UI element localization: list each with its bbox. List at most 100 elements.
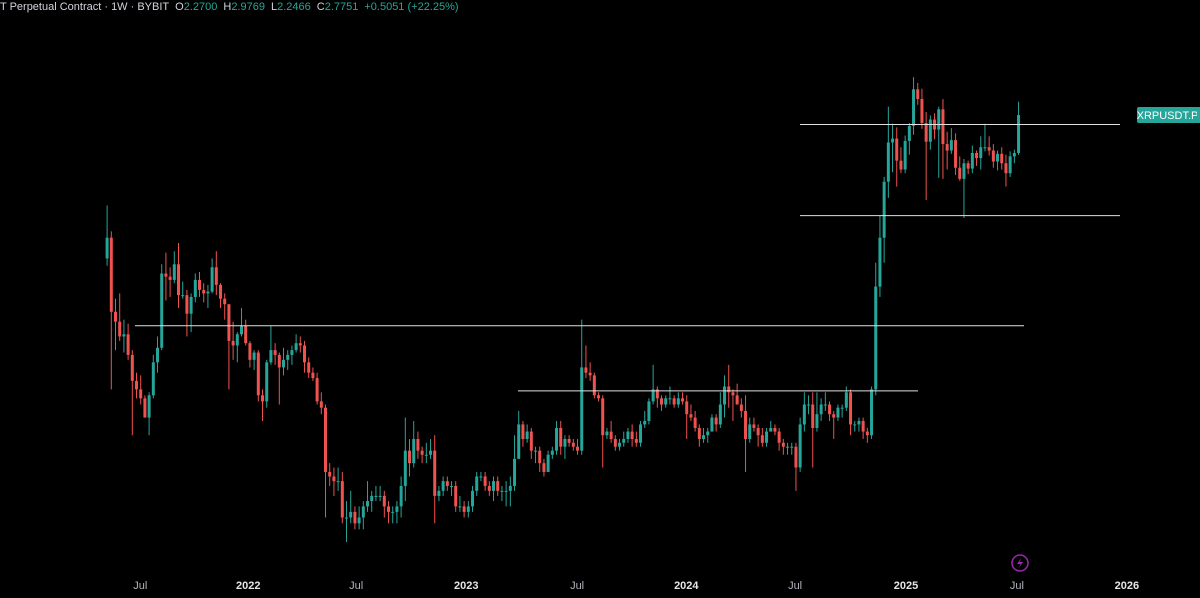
symbol-tag: XRPUSDT.P: [1137, 110, 1199, 122]
candle-body: [643, 420, 647, 425]
candle-body: [475, 476, 479, 491]
candle-body: [227, 304, 231, 341]
candle-body: [651, 389, 655, 402]
candle-body: [311, 372, 315, 379]
candle-body: [597, 395, 601, 399]
candle-body: [853, 424, 857, 426]
candle-body: [618, 442, 622, 447]
candle-body: [639, 424, 643, 443]
candle-body: [214, 267, 218, 285]
candle-body: [832, 414, 836, 418]
ohlc-key: L: [270, 1, 278, 13]
candle-body: [769, 427, 773, 432]
candle-body: [349, 511, 353, 518]
candle-body: [685, 401, 689, 415]
ohlc-key: H: [223, 1, 232, 13]
candle-body: [265, 362, 269, 402]
candle-body: [483, 476, 487, 486]
candle-body: [609, 431, 613, 439]
candle-body: [727, 386, 731, 393]
candle-body: [878, 237, 882, 287]
candle-body: [193, 279, 197, 297]
candle-body: [307, 362, 311, 373]
candle-body: [399, 485, 403, 507]
candle-body: [315, 378, 319, 402]
candle-body: [332, 476, 336, 482]
ohlc-field: L2.2466: [271, 1, 311, 13]
candle-body: [437, 490, 441, 496]
candle-body: [664, 398, 668, 405]
candle-body: [928, 119, 932, 142]
candle-body: [752, 424, 756, 428]
candle-body: [718, 404, 722, 425]
candle-body: [168, 276, 172, 280]
ohlc-field: H2.9769: [223, 1, 265, 13]
candle-body: [748, 424, 752, 439]
candle-body: [647, 401, 651, 421]
ohlc-value: 2.9769: [231, 1, 265, 13]
candle-body: [660, 398, 664, 405]
candle-body: [353, 511, 357, 524]
candle-body: [773, 427, 777, 432]
candle-body: [592, 375, 596, 396]
candle-body: [1004, 163, 1008, 174]
candle-body: [387, 506, 391, 512]
alert-icon-circle: [1011, 554, 1029, 572]
candle-body: [865, 431, 869, 436]
candle-body: [760, 435, 764, 443]
candle-body: [357, 517, 361, 524]
candle-body: [130, 354, 134, 381]
candle-body: [298, 343, 302, 346]
candle-body: [958, 167, 962, 179]
plot: Jul 2022 Jul 2023 Jul 2024 Jul 2025 Jul 2026 XRPUS…: [105, 77, 1200, 592]
candle-body: [529, 431, 533, 451]
candle-body: [290, 350, 294, 355]
ohlc-field: O2.2700: [175, 1, 217, 13]
candle-body: [807, 404, 811, 406]
candle-body: [458, 506, 462, 508]
x-tick-label: 2023: [454, 580, 478, 592]
candle-body: [626, 431, 630, 439]
candle-body: [576, 446, 580, 451]
candle-body: [903, 140, 907, 170]
candle-body: [542, 463, 546, 472]
ohlc-field: C2.7751: [317, 1, 359, 13]
candle-body: [550, 450, 554, 455]
candle-body: [500, 490, 504, 492]
candle-body: [445, 481, 449, 486]
candle-body: [844, 392, 848, 408]
candle-body: [1000, 153, 1004, 164]
ohlc-value: 2.2700: [183, 1, 218, 13]
candle-body: [563, 438, 567, 447]
candle-body: [693, 417, 697, 428]
candle-body: [622, 438, 626, 443]
candle-body: [836, 407, 840, 418]
candle-body: [424, 454, 428, 456]
x-tick-label: 2026: [1115, 580, 1139, 592]
candle-body: [471, 490, 475, 507]
candle-body: [739, 404, 743, 411]
candle-body: [706, 431, 710, 436]
alert-icon-bolt: [1017, 557, 1023, 569]
candle-body: [231, 340, 235, 346]
candle-body: [744, 410, 748, 439]
change: +0.5051 (+22.25%): [364, 1, 459, 13]
candle-body: [328, 471, 332, 477]
candle-body: [382, 495, 386, 507]
candle-body: [786, 446, 790, 448]
candle-body: [114, 311, 118, 322]
candle-body: [891, 138, 895, 143]
alert-icon[interactable]: [1011, 554, 1029, 572]
candle-body: [244, 325, 248, 344]
candle-body: [840, 407, 844, 409]
candle-body: [996, 153, 1000, 162]
candle-body: [882, 181, 886, 238]
candle-body: [1017, 115, 1021, 154]
candle-body: [1012, 153, 1016, 157]
candle-body: [676, 398, 680, 405]
candle-body: [156, 347, 160, 363]
candle-body: [492, 481, 496, 491]
candle-body: [605, 431, 609, 436]
candle-body: [672, 398, 676, 405]
x-tick-label: Jul: [1010, 580, 1024, 592]
